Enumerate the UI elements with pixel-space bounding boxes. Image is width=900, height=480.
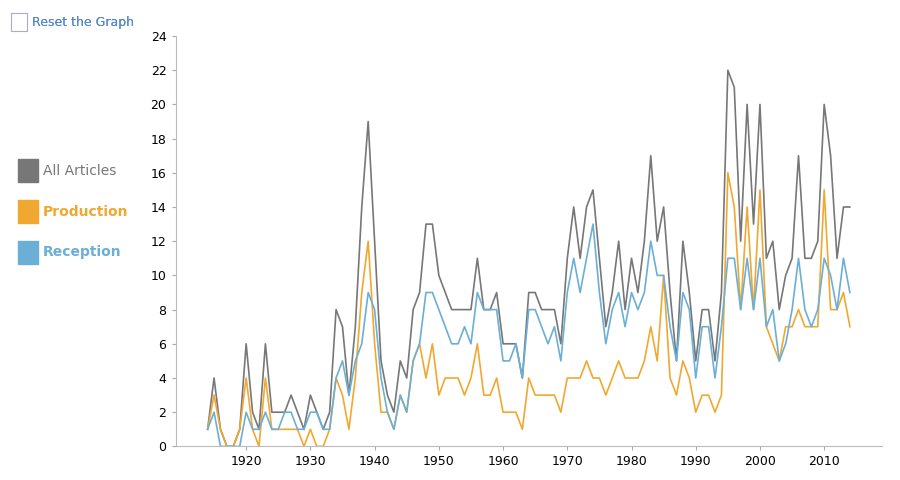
Reception: [664, 324, 675, 330]
Reception: [504, 358, 515, 364]
Reception: [844, 289, 855, 295]
All Articles: [690, 358, 701, 364]
All Articles: [202, 426, 213, 432]
Line: Production: Production: [208, 173, 850, 446]
Reception: [697, 324, 707, 330]
Text: Reception: Reception: [43, 245, 122, 260]
All Articles: [504, 341, 515, 347]
Reception: [588, 221, 598, 227]
Reception: [254, 426, 265, 432]
Line: All Articles: All Articles: [208, 70, 850, 446]
All Articles: [723, 67, 734, 73]
Production: [658, 273, 669, 278]
Reception: [202, 426, 213, 432]
Production: [254, 444, 265, 449]
All Articles: [221, 444, 232, 449]
Reception: [600, 341, 611, 347]
Text: Reset the Graph: Reset the Graph: [32, 15, 134, 29]
Production: [504, 409, 515, 415]
Production: [202, 426, 213, 432]
Production: [221, 444, 232, 449]
Line: Reception: Reception: [208, 224, 850, 446]
Text: Reset the Graph: Reset the Graph: [32, 15, 134, 29]
Text: Production: Production: [43, 204, 129, 219]
All Articles: [658, 204, 669, 210]
Reception: [369, 307, 380, 312]
Production: [369, 341, 380, 347]
Production: [690, 409, 701, 415]
Text: All Articles: All Articles: [43, 164, 117, 178]
All Articles: [254, 426, 265, 432]
Production: [844, 324, 855, 330]
Reception: [215, 444, 226, 449]
All Articles: [369, 239, 380, 244]
All Articles: [594, 255, 605, 261]
Production: [723, 170, 734, 176]
Production: [594, 375, 605, 381]
All Articles: [844, 204, 855, 210]
